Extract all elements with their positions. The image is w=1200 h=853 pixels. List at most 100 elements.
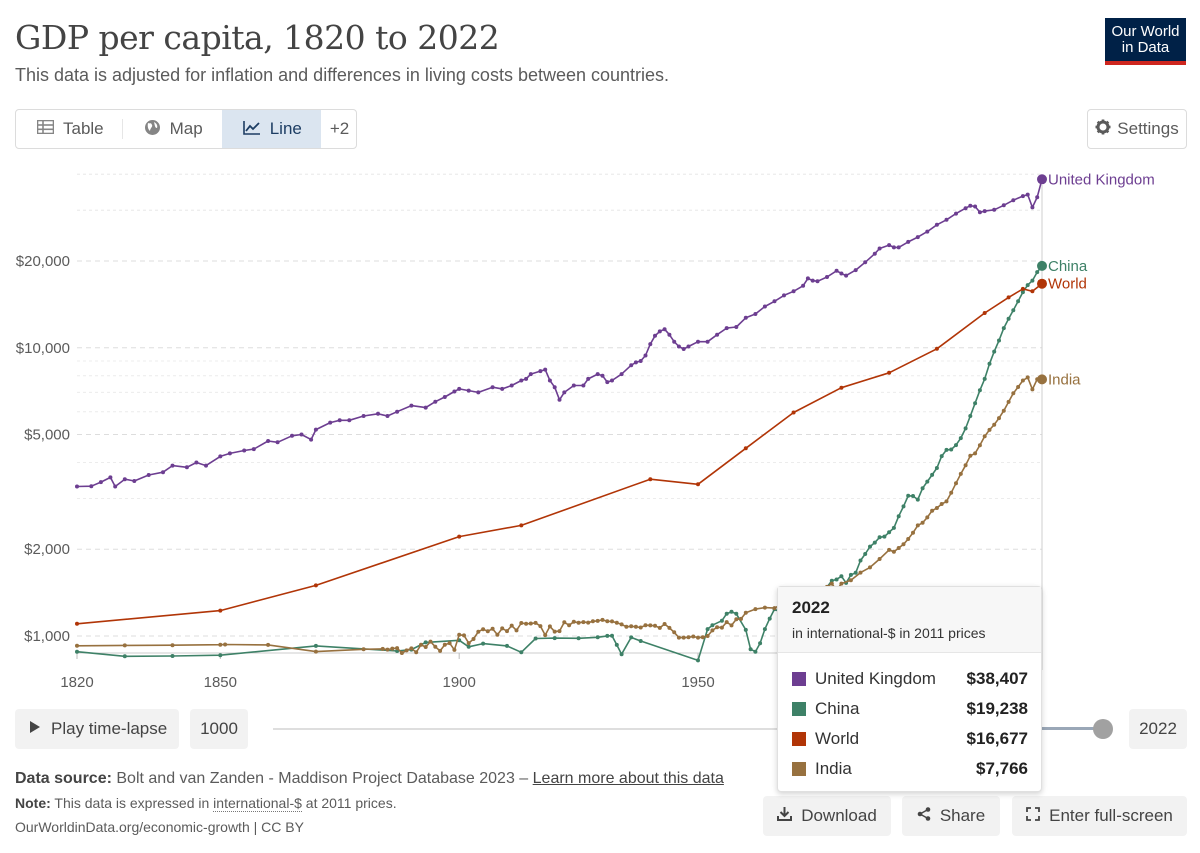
owid-logo[interactable]: Our World in Data [1105,18,1186,65]
data-point [399,651,404,655]
data-point [906,239,911,244]
data-point [204,463,208,468]
data-point [108,475,113,480]
start-year-input[interactable]: 1000 [190,709,248,749]
data-point [705,634,710,638]
data-point [170,643,175,648]
data-point [562,390,567,395]
tooltip-row-name: India [815,759,852,778]
data-point [1006,295,1011,300]
settings-label: Settings [1117,119,1179,138]
play-timelapse-button[interactable]: Play time-lapse [15,709,179,749]
chart-subtitle: This data is adjusted for inflation and … [15,65,670,85]
data-point [734,325,739,329]
data-point [848,578,853,583]
data-point [170,463,175,468]
series-endpoint-uk [1037,174,1047,185]
data-point [361,647,366,652]
data-point [968,203,973,208]
data-point [471,637,476,641]
y-tick-label: $1,000 [24,628,70,645]
tab-table[interactable]: Table [16,110,123,148]
series-india[interactable] [75,374,1047,655]
series-label-china[interactable]: China [1048,258,1088,275]
data-point [481,641,486,646]
data-point [395,646,400,651]
tab-map[interactable]: Map [123,110,222,148]
data-point [581,383,586,388]
data-point [614,620,619,625]
data-point [719,625,724,630]
data-point [457,386,462,391]
international-dollar-link[interactable]: international-$ [213,795,302,812]
data-point [633,624,638,629]
data-point [313,649,318,654]
end-year-input[interactable]: 2022 [1129,709,1187,749]
tab-more[interactable]: +2 [329,119,350,138]
data-point [614,642,619,647]
data-point [696,339,700,344]
data-point [122,643,127,648]
series-world[interactable] [75,278,1047,626]
data-point [887,370,892,375]
series-label-world[interactable]: World [1048,276,1087,293]
tooltip-row-name: World [815,729,860,748]
timeline-selected-range [1040,727,1105,730]
data-point [447,641,452,646]
timeline-track[interactable] [273,728,1105,730]
data-point [887,243,892,248]
data-point [218,608,223,613]
fullscreen-label: Enter full-screen [1049,806,1173,825]
data-point [648,342,653,347]
data-point [390,646,395,651]
tab-line[interactable]: Line [221,110,321,148]
play-label: Play time-lapse [51,719,168,738]
data-point [452,389,457,394]
series-label-uk[interactable]: United Kingdom [1048,171,1155,188]
series-line-india[interactable] [76,376,1043,654]
data-point [1020,286,1025,291]
data-point [719,618,724,623]
data-point [915,235,920,240]
gear-icon [1095,119,1111,140]
series-line-china[interactable] [76,265,1043,662]
data-point [571,619,576,624]
data-point [949,447,954,452]
data-point [743,610,748,615]
settings-button[interactable]: Settings [1087,109,1187,149]
data-point [868,544,872,549]
fullscreen-button[interactable]: Enter full-screen [1012,796,1187,836]
data-point [863,260,868,265]
share-button[interactable]: Share [902,796,1000,836]
line-chart[interactable]: 1820 1850 1900 1950 $1,000 $2,000 $5,000 $10,0… [0,150,1200,695]
data-point [442,642,447,647]
data-point [557,397,562,402]
data-point [858,570,863,575]
data-point [934,506,939,510]
data-point [629,635,634,640]
download-button[interactable]: Download [763,796,891,836]
data-point [676,344,681,349]
series-china[interactable] [75,260,1047,663]
timeline-handle[interactable] [1093,719,1113,739]
series-uk[interactable] [75,174,1047,489]
footer-url[interactable]: OurWorldinData.org/economic-growth | CC … [15,819,304,835]
tab-line-label: Line [269,119,302,138]
data-point [672,339,677,344]
series-label-india[interactable]: India [1048,371,1081,388]
data-point [949,490,954,495]
data-point [748,647,753,652]
data-point [605,619,610,624]
learn-more-link[interactable]: Learn more about this data [532,770,724,787]
data-point [481,627,486,632]
data-point [987,361,992,366]
data-point [624,624,629,629]
series-line-world[interactable] [76,283,1043,625]
data-point [571,383,576,388]
x-tick-label: 1900 [442,674,475,691]
data-point [184,465,189,470]
series-line-uk[interactable] [76,179,1043,488]
data-point [576,636,581,641]
data-point [1016,385,1021,389]
data-point [376,411,380,416]
